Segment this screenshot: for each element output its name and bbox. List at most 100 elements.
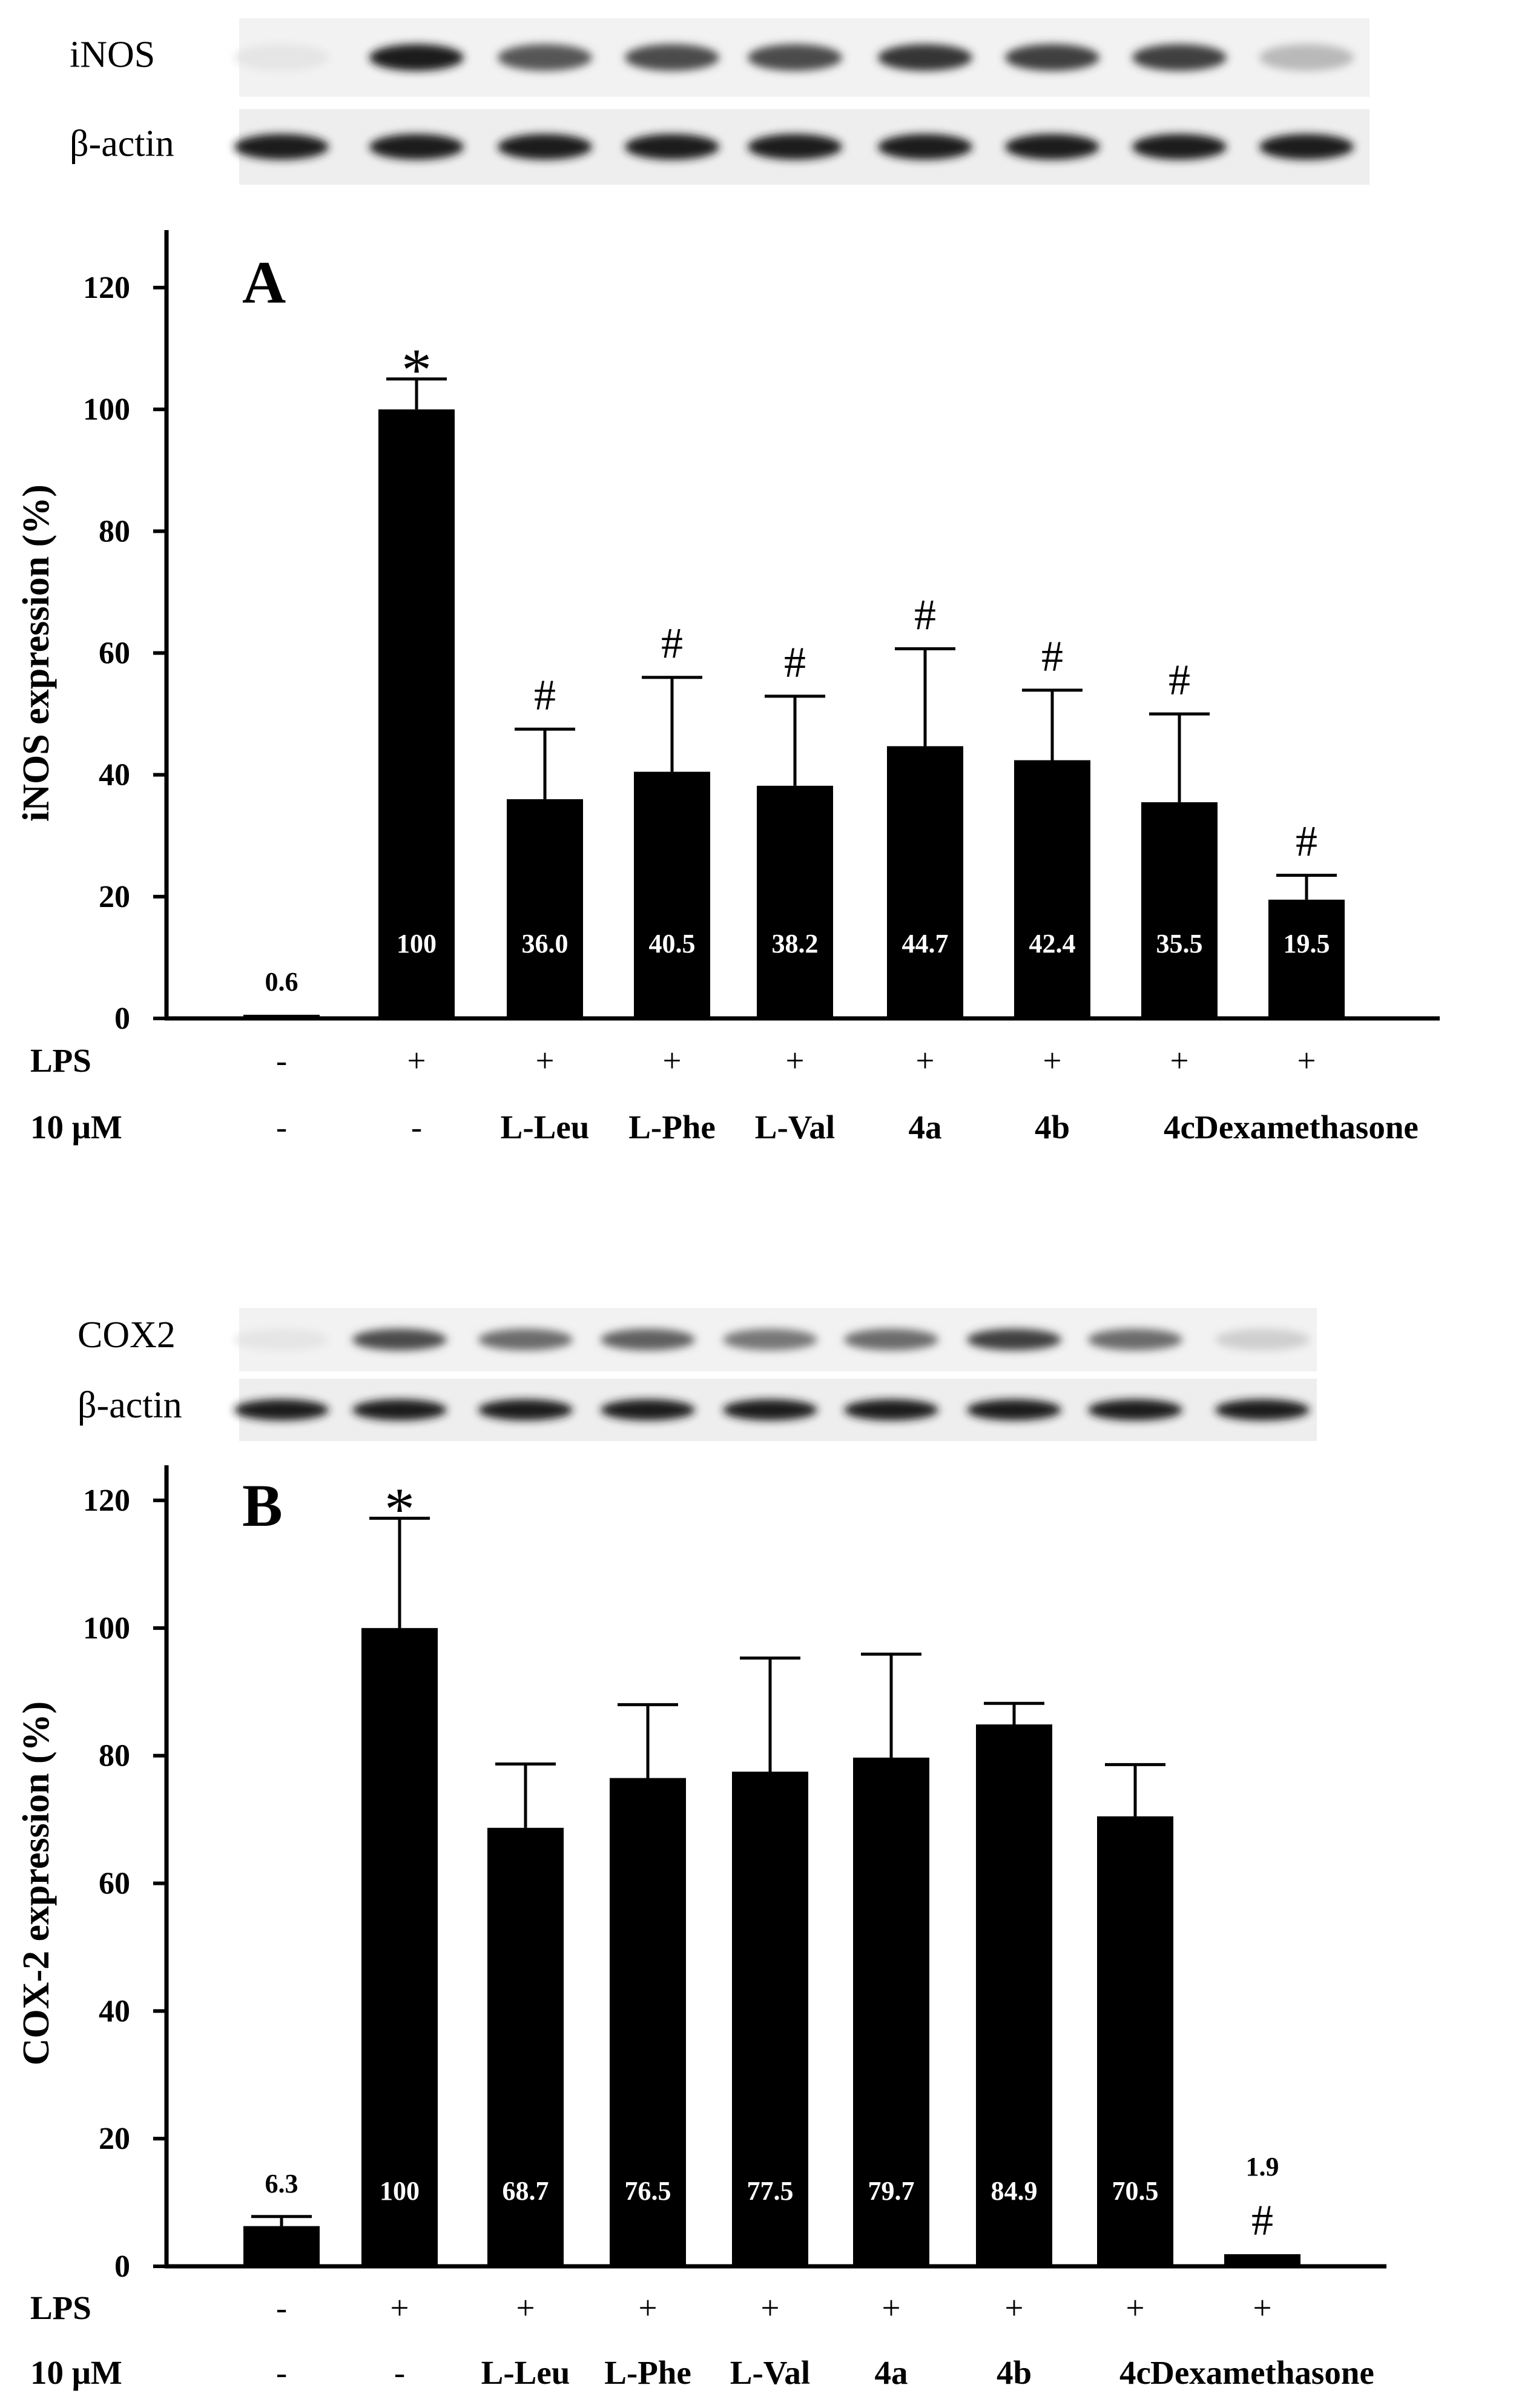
- y-tick-label: 120: [83, 271, 130, 305]
- treatment-label: L-Val: [730, 2354, 810, 2391]
- y-tick-label: 20: [99, 2122, 130, 2156]
- blot-band: [1259, 134, 1354, 160]
- treatment-label: 4a: [909, 1109, 942, 1146]
- treatment-label: 4b: [1035, 1109, 1070, 1146]
- blot-band: [601, 1399, 695, 1421]
- significance-hash: #: [1168, 656, 1190, 704]
- bar-data-label: 84.9: [991, 2176, 1038, 2206]
- treatment-label: Dexamethasone: [1150, 2354, 1374, 2391]
- blot-band: [625, 44, 719, 71]
- treatment-label: 4b: [997, 2354, 1032, 2391]
- blot-band: [844, 1328, 938, 1351]
- blot-actin-row: β-actin: [70, 109, 1370, 185]
- blot-band: [1259, 44, 1354, 71]
- lps-sign: +: [638, 2289, 657, 2326]
- blot-band: [967, 1328, 1061, 1351]
- bar: [507, 799, 583, 1018]
- lps-sign: -: [276, 1042, 287, 1079]
- bar: [243, 1014, 320, 1018]
- bar-data-label: 35.5: [1156, 929, 1203, 958]
- bar-data-label: 6.3: [265, 2169, 298, 2199]
- treatment-label: L-Leu: [501, 1109, 590, 1146]
- bar-data-label: 77.5: [747, 2176, 794, 2206]
- panel-a: iNOS β-actin 0 20 40 60 80 100 120 iNOS expressio…: [16, 18, 1440, 1146]
- bar-data-label: 42.4: [1029, 929, 1076, 958]
- treatment-label: L-Leu: [481, 2354, 570, 2391]
- treatment-label: Dexamethasone: [1195, 1109, 1419, 1146]
- y-axis-label: iNOS expression (%): [16, 484, 57, 822]
- bar: [487, 1827, 564, 2266]
- blot-band: [478, 1328, 573, 1351]
- blot-band: [723, 1399, 817, 1421]
- blot-band: [234, 1399, 329, 1421]
- treatment-label: -: [276, 2354, 287, 2391]
- panel-b: COX2 β-actin 0 20 40 60 80 100 120 COX-2 expressi…: [16, 1308, 1386, 2391]
- blot-band: [1132, 134, 1227, 160]
- significance-hash: #: [914, 590, 936, 639]
- significance-star: *: [401, 336, 432, 403]
- panel-letter: A: [242, 249, 286, 316]
- treatment-label: L-Phe: [604, 2354, 691, 2391]
- blot-band: [967, 1399, 1061, 1421]
- blot-band: [1005, 134, 1099, 160]
- blot-band: [498, 134, 592, 160]
- y-tick-label: 60: [99, 1867, 130, 1901]
- bar: [1014, 760, 1090, 1018]
- bar-data-label: 100: [397, 929, 437, 958]
- y-axis-label: COX-2 expression (%): [16, 1701, 57, 2066]
- blot-band: [878, 134, 972, 160]
- blot-band: [352, 1328, 447, 1351]
- treatment-label: -: [276, 1109, 287, 1146]
- blot-band: [352, 1399, 447, 1421]
- bar: [887, 746, 963, 1018]
- lps-sign: +: [662, 1042, 681, 1079]
- bar-data-label: 38.2: [772, 929, 819, 958]
- treatment-label: -: [411, 1109, 422, 1146]
- blot-band: [478, 1399, 573, 1421]
- blot-band: [601, 1328, 695, 1351]
- significance-star: *: [384, 1476, 415, 1543]
- panel-letter: B: [242, 1472, 283, 1539]
- lps-sign: +: [407, 1042, 426, 1079]
- bar: [976, 1724, 1052, 2266]
- dose-row-label: 10 μM: [30, 2354, 122, 2391]
- lps-sign: +: [785, 1042, 804, 1079]
- blot-band: [723, 1328, 817, 1351]
- lps-sign: +: [760, 2289, 779, 2326]
- bar-data-label: 44.7: [902, 929, 949, 958]
- bar-data-label: 76.5: [625, 2176, 671, 2206]
- lps-sign: +: [915, 1042, 934, 1079]
- lps-sign: +: [516, 2289, 535, 2326]
- bar-data-label: 79.7: [868, 2176, 915, 2206]
- lps-sign: +: [1004, 2289, 1023, 2326]
- blot-band: [1215, 1399, 1310, 1421]
- lps-sign: +: [1043, 1042, 1061, 1079]
- blot-band: [234, 1328, 329, 1351]
- bar-data-label: 36.0: [522, 929, 569, 958]
- lps-sign: +: [535, 1042, 554, 1079]
- treatment-label: 4a: [875, 2354, 908, 2391]
- significance-hash: #: [1296, 817, 1317, 866]
- lps-sign: +: [1170, 1042, 1188, 1079]
- bar: [1141, 802, 1218, 1018]
- y-tick-label: 40: [99, 758, 130, 793]
- blot-band: [748, 44, 842, 71]
- treatment-label: L-Val: [755, 1109, 835, 1146]
- lps-sign: -: [276, 2289, 287, 2326]
- y-tick-label: 100: [83, 392, 130, 427]
- bar-data-label: 68.7: [503, 2176, 549, 2206]
- treatment-label: L-Phe: [628, 1109, 716, 1146]
- lps-sign: +: [882, 2289, 900, 2326]
- bar: [610, 1778, 686, 2266]
- blot-label: iNOS: [70, 35, 155, 76]
- lps-sign: +: [1253, 2289, 1271, 2326]
- bar: [243, 2226, 320, 2266]
- blot-band: [1132, 44, 1227, 71]
- bar: [853, 1757, 929, 2266]
- y-tick-label: 80: [99, 1739, 130, 1773]
- bar-data-label: 40.5: [649, 929, 696, 958]
- bar: [378, 409, 455, 1018]
- lps-row-label: LPS: [30, 2289, 91, 2326]
- significance-hash: #: [1251, 2196, 1273, 2245]
- bar: [1268, 899, 1345, 1018]
